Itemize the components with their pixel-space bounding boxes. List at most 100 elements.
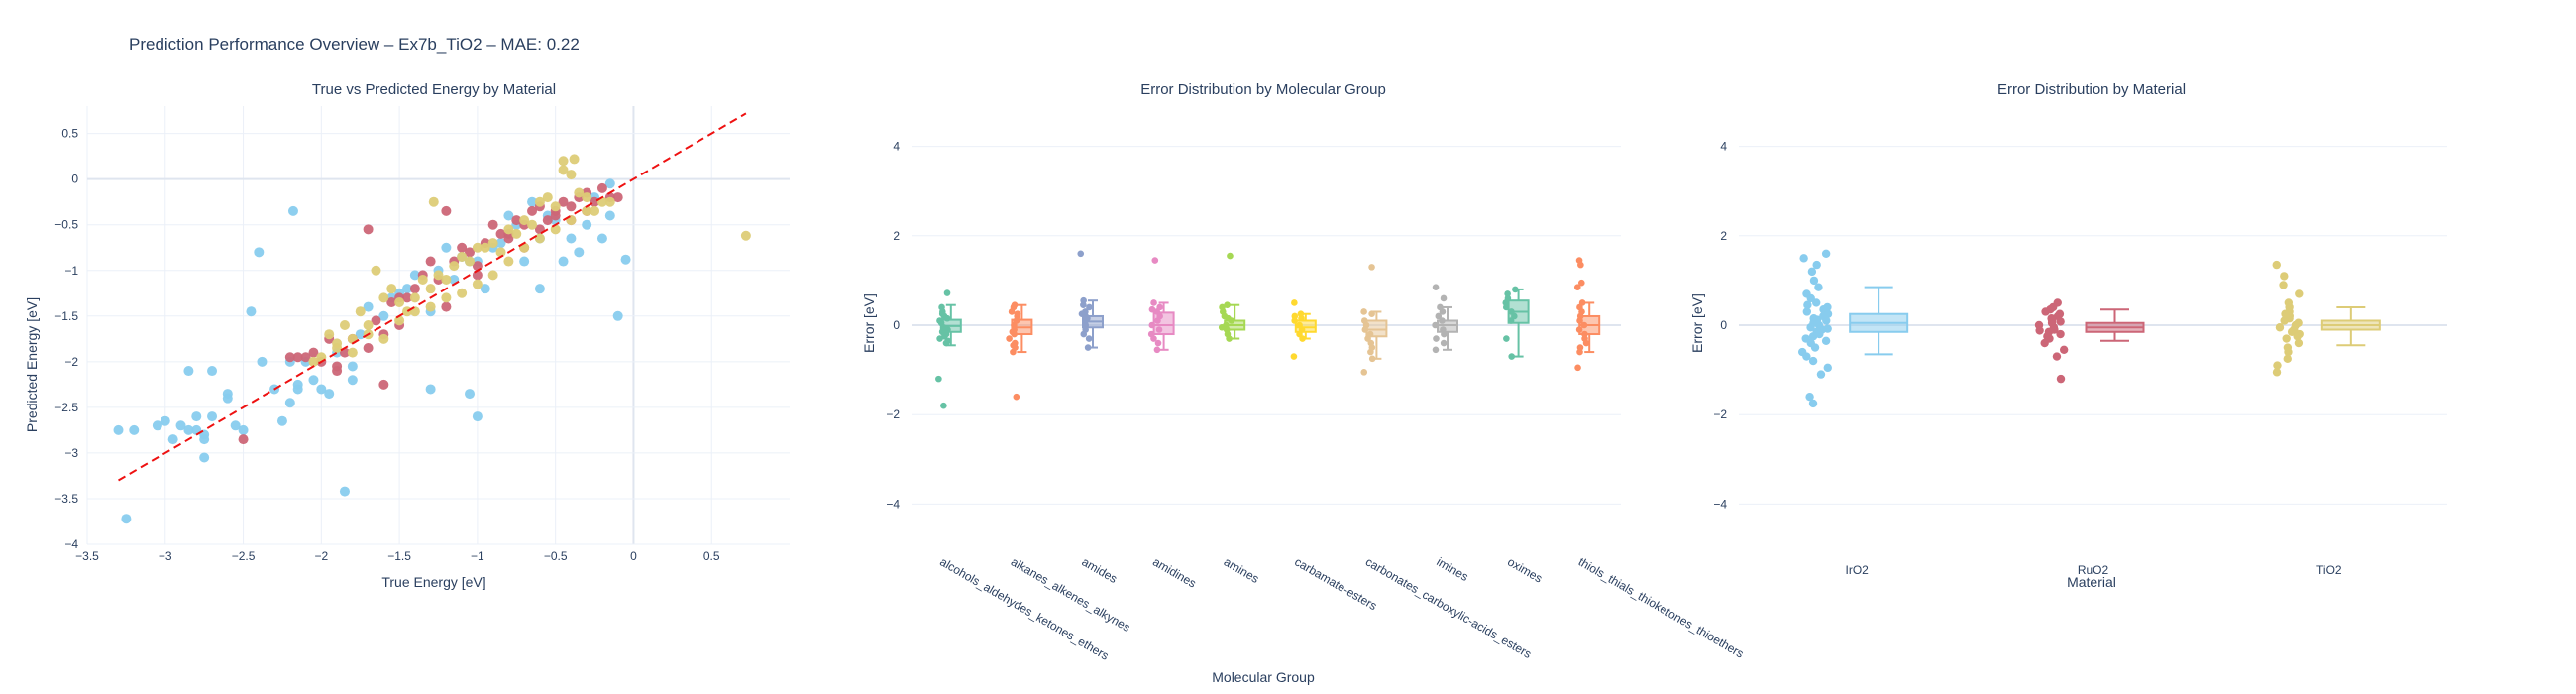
group-point bbox=[1432, 346, 1440, 354]
scatter-point-TiO2 bbox=[347, 347, 358, 358]
scatter-y-tick-label: −3.5 bbox=[54, 492, 78, 506]
scatter-point-IrO2 bbox=[316, 384, 327, 395]
material-point bbox=[2040, 338, 2049, 348]
scatter-point-TiO2 bbox=[339, 320, 350, 330]
scatter-point-RuO2 bbox=[425, 256, 436, 267]
material-point bbox=[2280, 316, 2289, 325]
group-y-tick-label: −4 bbox=[886, 497, 900, 511]
group-y-tick-label: 0 bbox=[893, 318, 900, 332]
material-point bbox=[1802, 352, 1811, 361]
group-point bbox=[1433, 335, 1440, 342]
material-box-ticks: −4 −2 0 2 4 IrO2 RuO2 TiO2 bbox=[1713, 140, 2342, 577]
scatter-point-TiO2 bbox=[409, 292, 420, 303]
scatter-point-IrO2 bbox=[495, 238, 506, 249]
group-point bbox=[1577, 279, 1585, 287]
group-category-label: oximes bbox=[1505, 554, 1545, 585]
scatter-panel: True vs Predicted Energy by Material −3.… bbox=[24, 81, 790, 590]
scatter-point-IrO2 bbox=[574, 247, 585, 258]
group-box bbox=[1294, 319, 1317, 333]
scatter-point-IrO2 bbox=[339, 486, 350, 497]
scatter-point-TiO2 bbox=[519, 215, 530, 226]
material-point bbox=[1811, 298, 1821, 307]
scatter-point-RuO2 bbox=[401, 292, 412, 303]
group-point bbox=[1010, 348, 1017, 356]
scatter-point-IrO2 bbox=[175, 420, 186, 431]
material-point bbox=[1816, 370, 1826, 379]
group-point bbox=[1574, 364, 1581, 372]
scatter-point-RuO2 bbox=[284, 352, 295, 363]
scatter-point-IrO2 bbox=[566, 233, 577, 244]
scatter-point-IrO2 bbox=[519, 256, 530, 267]
group-point bbox=[1576, 348, 1583, 356]
scatter-point-TiO2 bbox=[503, 224, 514, 235]
group-point bbox=[1435, 312, 1443, 320]
scatter-point-TiO2 bbox=[558, 156, 569, 167]
scatter-point-IrO2 bbox=[324, 389, 335, 400]
scatter-x-tick-label: −0.5 bbox=[544, 549, 568, 563]
scatter-point-IrO2 bbox=[191, 411, 202, 422]
group-y-tick-label: 2 bbox=[893, 229, 900, 243]
group-point bbox=[1080, 301, 1087, 309]
scatter-point-TiO2 bbox=[449, 261, 460, 272]
group-category-label: imines bbox=[1435, 554, 1471, 583]
scatter-point-TiO2 bbox=[487, 270, 498, 281]
material-point bbox=[2056, 317, 2065, 326]
scatter-point-TiO2 bbox=[574, 187, 585, 198]
scatter-ylabel: Predicted Energy [eV] bbox=[24, 297, 40, 432]
group-point bbox=[1440, 339, 1448, 347]
material-boxes bbox=[1797, 249, 2381, 408]
group-point bbox=[1360, 308, 1367, 315]
scatter-point-RuO2 bbox=[550, 210, 561, 221]
scatter-point-IrO2 bbox=[207, 366, 218, 377]
scatter-point-TiO2 bbox=[332, 343, 343, 354]
material-point bbox=[1805, 392, 1814, 402]
material-category-label: RuO2 bbox=[2078, 563, 2109, 577]
scatter-point-IrO2 bbox=[596, 233, 607, 244]
group-point bbox=[1085, 335, 1093, 342]
scatter-point-TiO2 bbox=[465, 256, 476, 267]
scatter-point-TiO2 bbox=[378, 292, 389, 303]
scatter-point-IrO2 bbox=[308, 375, 319, 386]
scatter-point-RuO2 bbox=[612, 192, 623, 203]
scatter-point-TiO2 bbox=[558, 165, 569, 175]
scatter-point-IrO2 bbox=[604, 210, 615, 221]
material-point bbox=[1808, 332, 1818, 341]
scatter-point-TiO2 bbox=[534, 233, 545, 244]
scatter-point-IrO2 bbox=[472, 411, 483, 422]
material-point bbox=[2035, 326, 2044, 335]
group-box bbox=[1152, 311, 1175, 336]
material-box-panel: Error Distribution by Material −4 −2 0 2 4 Ir… bbox=[1689, 81, 2447, 590]
scatter-x-tick-label: −3.5 bbox=[75, 549, 99, 563]
material-point bbox=[1810, 343, 1820, 352]
scatter-point-IrO2 bbox=[612, 310, 623, 321]
group-point bbox=[938, 310, 946, 318]
scatter-point-RuO2 bbox=[363, 224, 374, 235]
scatter-point-IrO2 bbox=[152, 420, 162, 431]
scatter-point-TiO2 bbox=[566, 170, 577, 180]
scatter-point-RuO2 bbox=[292, 352, 303, 363]
scatter-point-IrO2 bbox=[534, 284, 545, 294]
group-point bbox=[940, 332, 948, 340]
group-box-ylabel: Error [eV] bbox=[861, 293, 877, 353]
material-point bbox=[2279, 281, 2288, 289]
group-point bbox=[1291, 299, 1298, 306]
material-y-tick-label: −2 bbox=[1713, 407, 1727, 421]
material-point bbox=[2056, 329, 2065, 339]
scatter-point-TiO2 bbox=[425, 301, 436, 312]
scatter-point-TiO2 bbox=[457, 251, 468, 262]
scatter-point-IrO2 bbox=[363, 301, 374, 312]
material-category-label: TiO2 bbox=[2316, 563, 2342, 577]
group-point bbox=[1226, 335, 1233, 342]
material-point bbox=[1814, 283, 1823, 291]
group-point bbox=[1227, 252, 1234, 260]
scatter-point-IrO2 bbox=[480, 284, 490, 294]
group-box bbox=[1365, 319, 1388, 338]
scatter-points bbox=[113, 154, 751, 524]
scatter-point-TiO2 bbox=[394, 296, 405, 307]
material-point bbox=[1799, 254, 1808, 263]
scatter-point-TiO2 bbox=[527, 219, 538, 230]
scatter-point-TiO2 bbox=[534, 196, 545, 207]
group-point bbox=[1432, 284, 1440, 290]
scatter-point-RuO2 bbox=[457, 242, 468, 253]
scatter-point-IrO2 bbox=[409, 270, 420, 281]
